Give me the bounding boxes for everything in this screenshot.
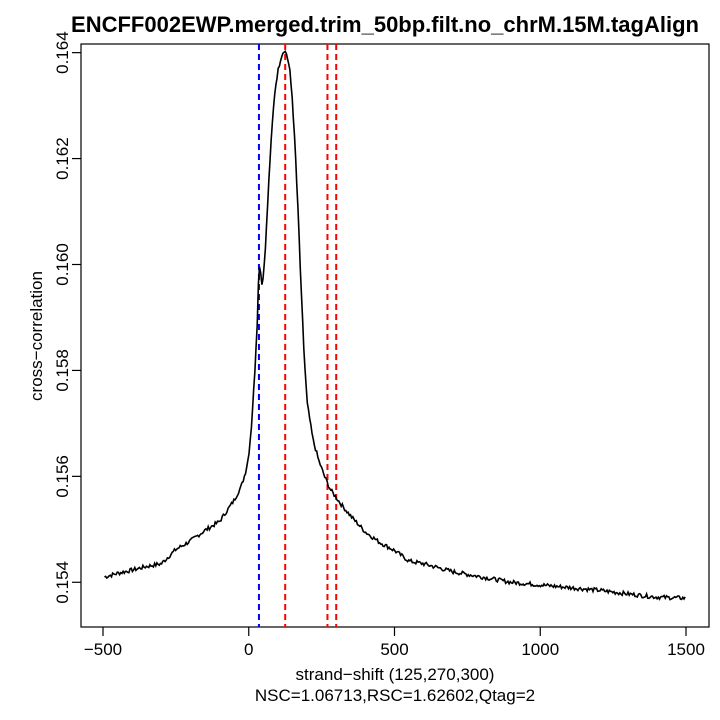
- x-axis: −500 0 500 1000 1500: [84, 627, 705, 659]
- y-tick-label-3: 0.160: [53, 243, 72, 286]
- y-tick-label-4: 0.162: [53, 137, 72, 180]
- marker-lines: [257, 44, 338, 627]
- y-tick-label-5: 0.164: [53, 31, 72, 74]
- y-tick-label-2: 0.158: [53, 349, 72, 392]
- plot-frame: [80, 43, 710, 628]
- y-tick-label-1: 0.156: [53, 455, 72, 498]
- x-tick-label-2: 500: [380, 640, 408, 659]
- chart-title: ENCFF002EWP.merged.trim_50bp.filt.no_chr…: [71, 12, 699, 37]
- x-axis-label: strand−shift (125,270,300): [296, 665, 495, 684]
- x-axis-stats-label: NSC=1.06713,RSC=1.62602,Qtag=2: [255, 686, 535, 705]
- x-tick-label-4: 1500: [667, 640, 705, 659]
- x-tick-label-3: 1000: [521, 640, 559, 659]
- x-tick-label-0: −500: [84, 640, 122, 659]
- series-line: [104, 50, 686, 601]
- x-tick-label-1: 0: [244, 640, 253, 659]
- y-axis-label: cross−correlation: [27, 271, 46, 401]
- y-axis: 0.154 0.156 0.158 0.160 0.162 0.164: [53, 31, 81, 604]
- y-tick-label-0: 0.154: [53, 561, 72, 604]
